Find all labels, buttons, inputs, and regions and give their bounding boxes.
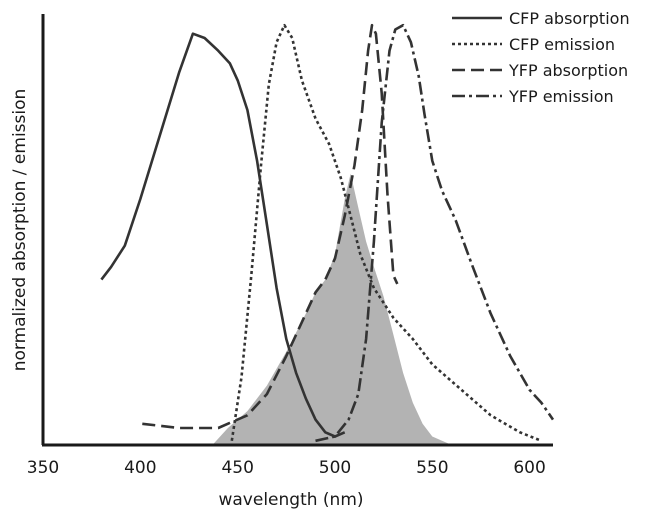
x-tick-label: 450: [221, 458, 253, 478]
series-line-cfp-emission: [230, 23, 542, 443]
x-tick-labels: 350 400 450 500 550 600: [27, 458, 546, 478]
x-tick-label: 500: [319, 458, 351, 478]
y-axis-title: normalized absorption / emission: [10, 89, 30, 372]
series-line-yfp-absorption: [142, 23, 399, 430]
series-line-cfp-absorption: [100, 32, 346, 438]
legend-label: CFP absorption: [509, 9, 630, 28]
spectral-overlap-area: [212, 173, 452, 445]
x-axis-title: wavelength (nm): [218, 490, 363, 510]
x-tick-label: 350: [27, 458, 59, 478]
legend-label: YFP emission: [508, 87, 614, 106]
legend-label: YFP absorption: [508, 61, 628, 80]
legend: CFP absorption CFP emission YFP absorption…: [452, 9, 630, 106]
x-tick-label: 600: [513, 458, 545, 478]
legend-label: CFP emission: [509, 35, 615, 54]
x-tick-label: 400: [124, 458, 156, 478]
series-line-yfp-emission: [315, 23, 555, 443]
series-layer: [100, 23, 555, 443]
x-tick-label: 550: [416, 458, 448, 478]
